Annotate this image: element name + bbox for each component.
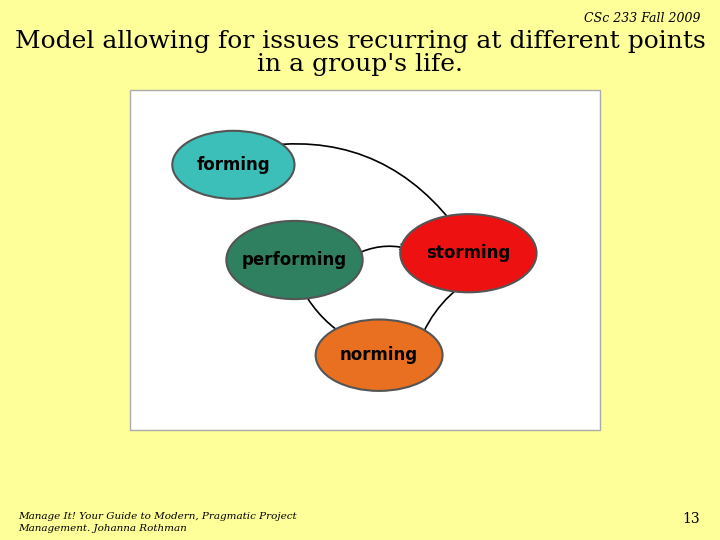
Text: 13: 13 [683, 512, 700, 526]
Ellipse shape [226, 221, 363, 299]
Text: Manage It! Your Guide to Modern, Pragmatic Project
Management. Johanna Rothman: Manage It! Your Guide to Modern, Pragmat… [18, 512, 297, 533]
Text: CSc 233 Fall 2009: CSc 233 Fall 2009 [583, 12, 700, 25]
Text: norming: norming [340, 346, 418, 364]
Ellipse shape [315, 320, 443, 391]
FancyBboxPatch shape [130, 90, 600, 430]
Text: Model allowing for issues recurring at different points: Model allowing for issues recurring at d… [14, 30, 706, 53]
Text: in a group's life.: in a group's life. [257, 53, 463, 76]
Text: storming: storming [426, 244, 510, 262]
Text: forming: forming [197, 156, 270, 174]
Ellipse shape [400, 214, 536, 292]
Ellipse shape [172, 131, 294, 199]
Text: performing: performing [242, 251, 347, 269]
